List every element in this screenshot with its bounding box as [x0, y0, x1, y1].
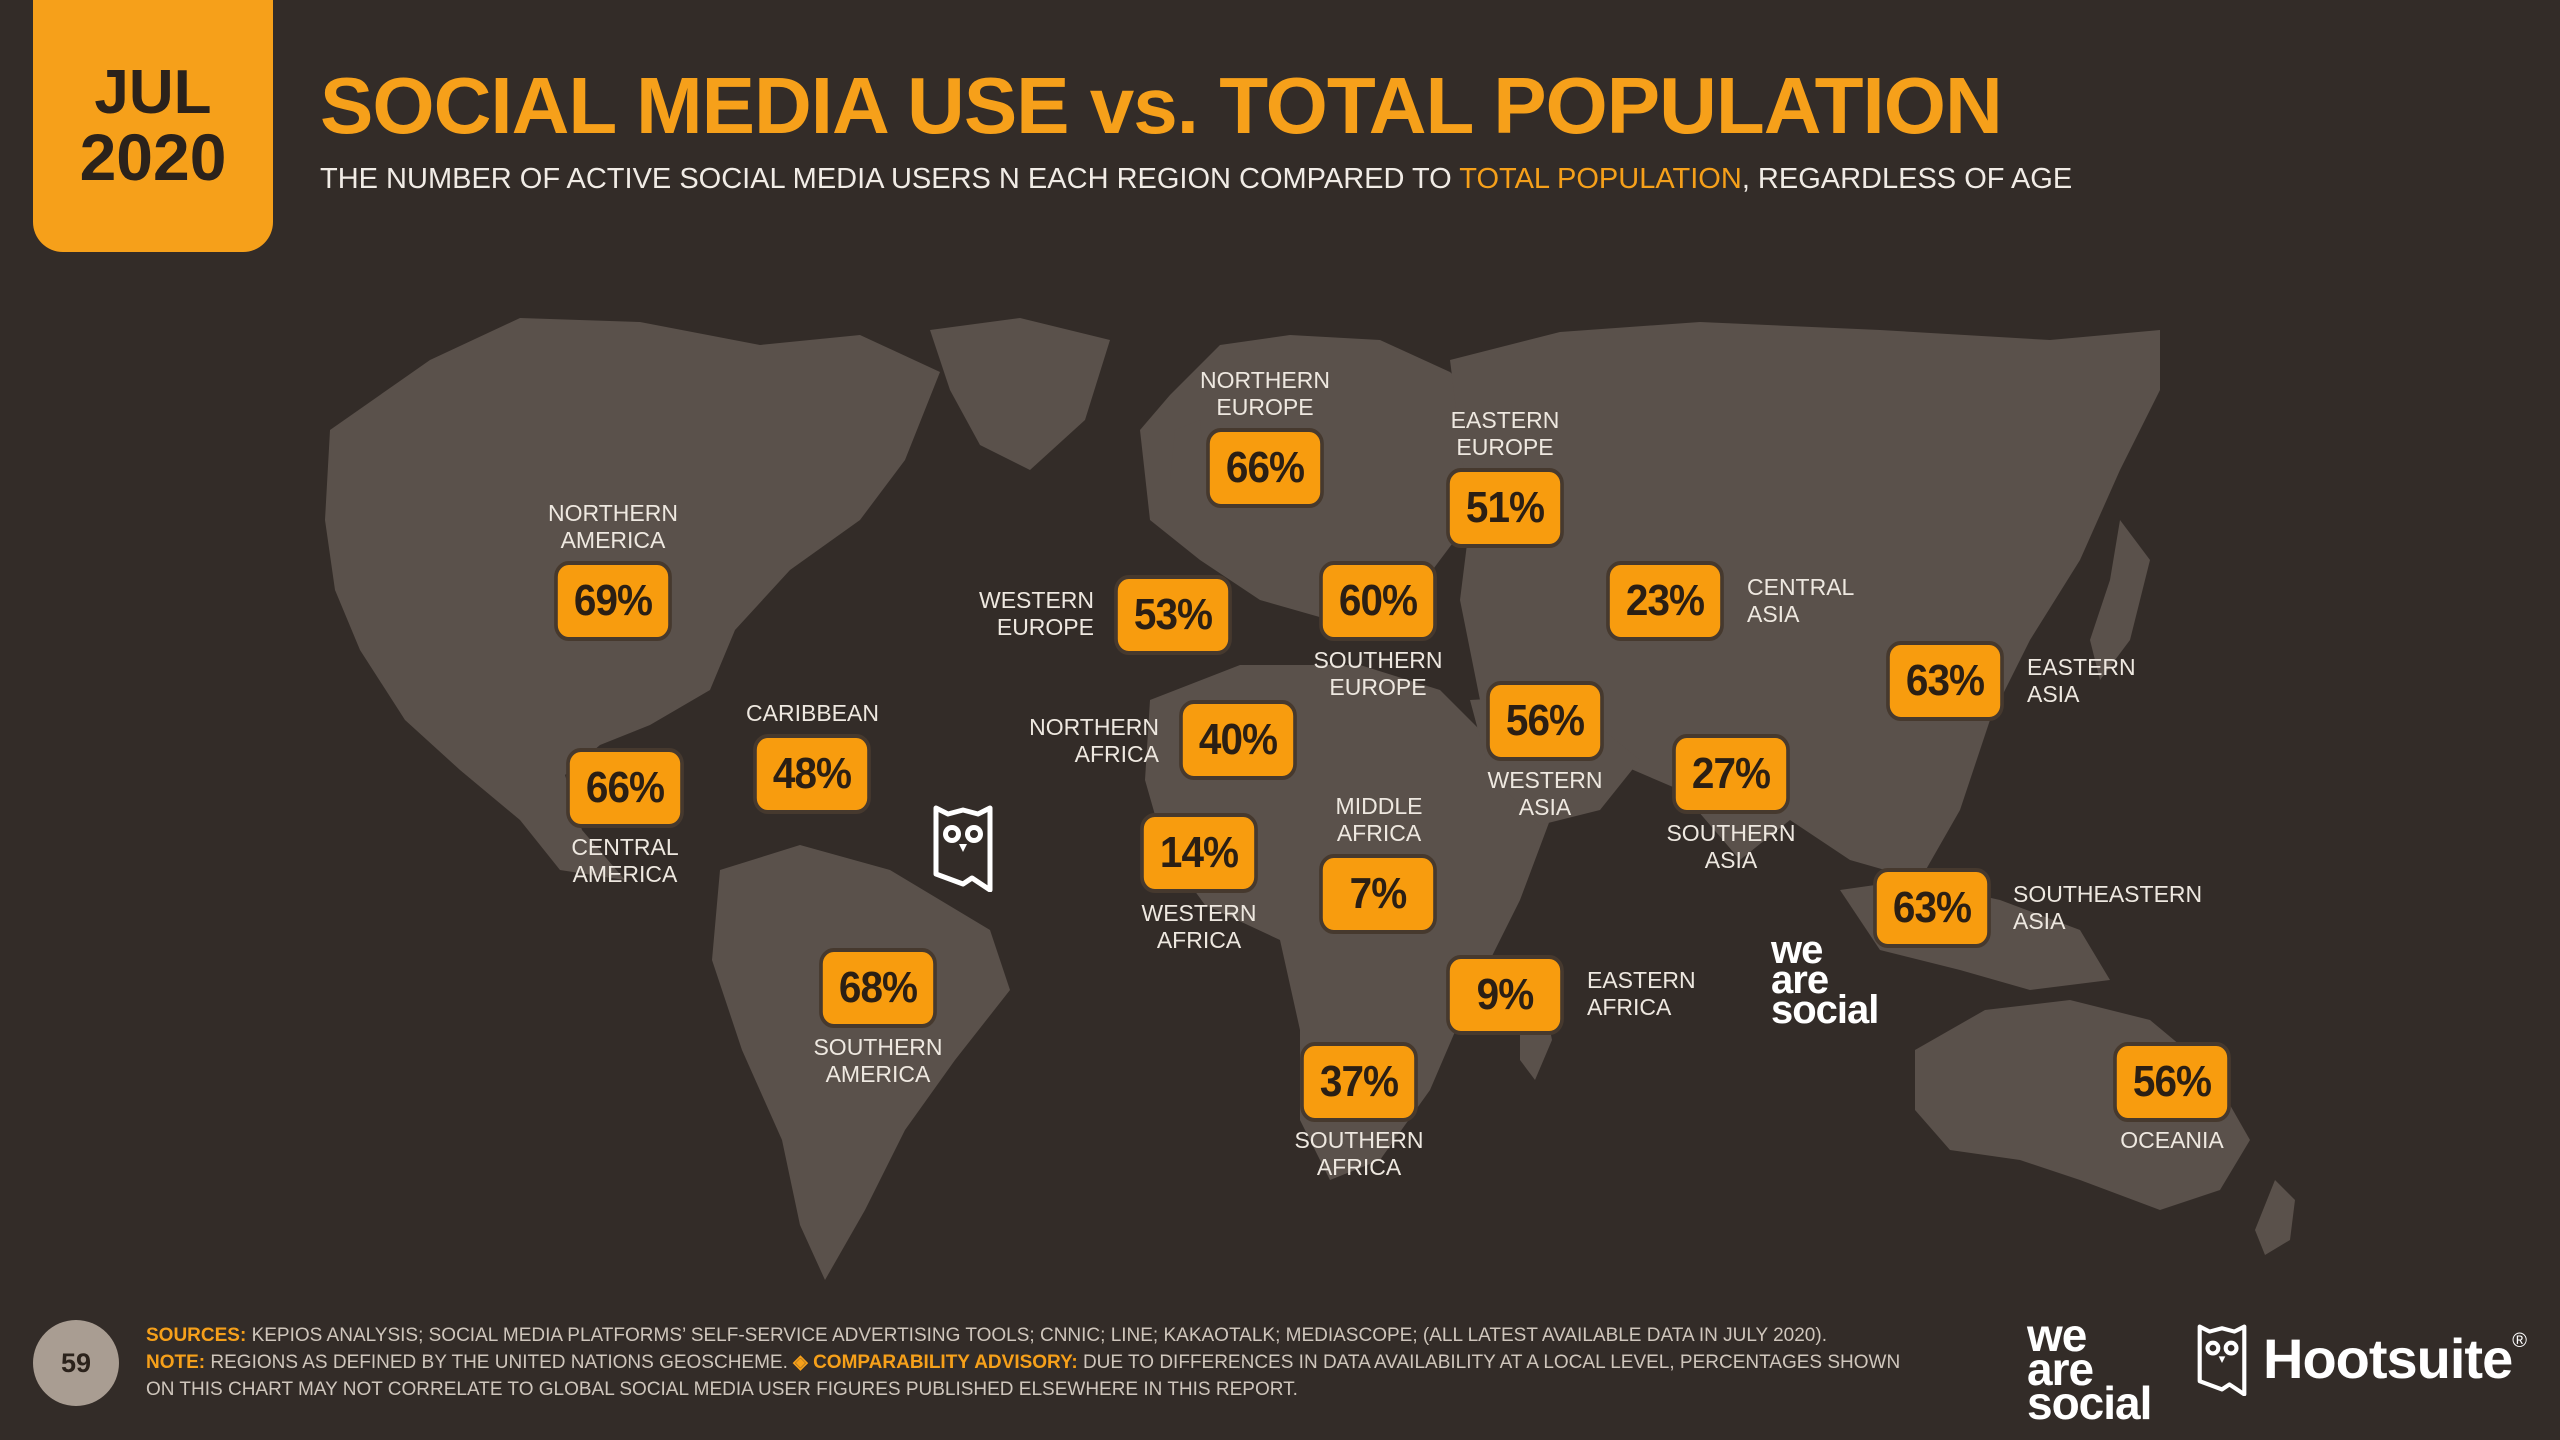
value-middle-africa: 7%	[1319, 854, 1437, 934]
label-eastern-africa: EASTERN AFRICA	[1587, 967, 1696, 1020]
label-middle-africa: MIDDLE AFRICA	[1335, 793, 1423, 846]
label-southern-asia: SOUTHERN ASIA	[1666, 820, 1796, 873]
owl-icon	[933, 805, 993, 892]
label-northern-america: NORTHERN AMERICA	[548, 500, 678, 553]
value-southern-america: 68%	[819, 948, 937, 1028]
label-oceania: OCEANIA	[2120, 1127, 2224, 1153]
value-central-asia: 23%	[1606, 561, 1724, 641]
value-southeastern-asia: 63%	[1873, 868, 1991, 948]
label-eastern-asia: EASTERN ASIA	[2027, 654, 2136, 707]
hootsuite-logo: Hootsuite ®	[2195, 1320, 2527, 1396]
page-title: SOCIAL MEDIA USE vs. TOTAL POPULATION	[320, 61, 2003, 150]
value-southern-africa: 37%	[1300, 1042, 1418, 1122]
page-number: 59	[33, 1320, 119, 1406]
value-southern-europe: 60%	[1319, 561, 1437, 641]
page-subtitle: THE NUMBER OF ACTIVE SOCIAL MEDIA USERS …	[320, 163, 2073, 195]
value-northern-europe: 66%	[1206, 428, 1324, 508]
value-eastern-asia: 63%	[1886, 641, 2004, 721]
hootsuite-owl-icon	[2197, 1324, 2247, 1396]
we-are-social-logo: we are social	[2027, 1309, 2152, 1429]
date-badge: JUL 2020	[33, 0, 273, 252]
hootsuite-wordmark: Hootsuite	[2263, 1326, 2513, 1390]
value-northern-america: 69%	[554, 561, 672, 641]
value-western-africa: 14%	[1140, 813, 1258, 893]
we-are-social-logo-map: we are social	[1771, 928, 1879, 1032]
value-eastern-africa: 9%	[1446, 955, 1564, 1035]
value-western-europe: 53%	[1114, 575, 1232, 655]
value-northern-africa: 40%	[1179, 700, 1297, 780]
label-western-asia: WESTERN ASIA	[1487, 767, 1603, 820]
label-southern-europe: SOUTHERN EUROPE	[1313, 647, 1443, 700]
label-central-america: CENTRAL AMERICA	[571, 834, 679, 887]
label-southeastern-asia: SOUTHEASTERN ASIA	[2013, 881, 2203, 934]
value-southern-asia: 27%	[1672, 734, 1790, 814]
registered-mark: ®	[2512, 1330, 2527, 1352]
value-central-america: 66%	[566, 748, 684, 828]
label-caribbean: CARIBBEAN	[746, 700, 879, 726]
label-southern-america: SOUTHERN AMERICA	[813, 1034, 943, 1087]
label-western-africa: WESTERN AFRICA	[1141, 900, 1257, 953]
date-year: 2020	[79, 119, 227, 194]
value-western-asia: 56%	[1486, 681, 1604, 761]
value-oceania: 56%	[2113, 1042, 2231, 1122]
label-northern-europe: NORTHERN EUROPE	[1200, 367, 1330, 420]
label-western-europe: WESTERN EUROPE	[979, 587, 1094, 640]
label-central-asia: CENTRAL ASIA	[1747, 574, 1855, 627]
value-eastern-europe: 51%	[1446, 468, 1564, 548]
footer-notes: SOURCES: KEPIOS ANALYSIS; SOCIAL MEDIA P…	[146, 1325, 1901, 1400]
label-northern-africa: NORTHERN AFRICA	[1029, 714, 1159, 767]
value-caribbean: 48%	[753, 734, 871, 814]
date-month: JUL	[94, 57, 212, 127]
label-eastern-europe: EASTERN EUROPE	[1450, 407, 1560, 460]
label-southern-africa: SOUTHERN AFRICA	[1294, 1127, 1424, 1180]
